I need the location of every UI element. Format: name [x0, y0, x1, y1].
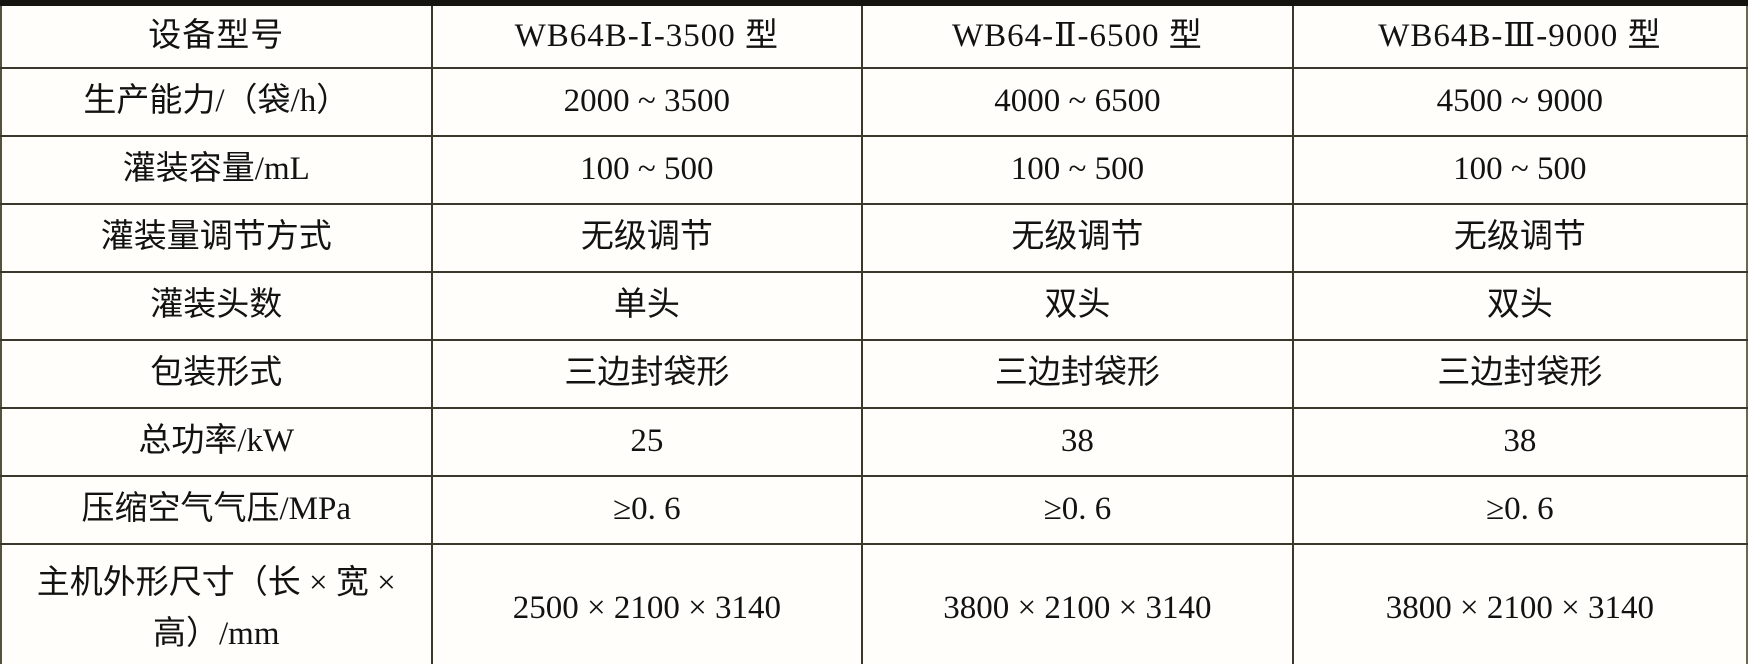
value-cell: 双头 [861, 271, 1294, 341]
value-cell: 2000 ~ 3500 [430, 67, 864, 137]
value-cell: 38 [861, 407, 1294, 477]
table-row-air-pressure: 压缩空气气压/MPa ≥0. 6 ≥0. 6 ≥0. 6 [0, 475, 1748, 545]
corner-header-device-model: 设备型号 [0, 0, 433, 69]
table-row-filling-heads: 灌装头数 单头 双头 双头 [0, 271, 1748, 341]
value-cell: 100 ~ 500 [861, 135, 1294, 205]
value-cell: 无级调节 [430, 203, 864, 273]
row-label: 包装形式 [0, 339, 433, 409]
value-cell: 4500 ~ 9000 [1291, 67, 1748, 137]
table-row-package-form: 包装形式 三边封袋形 三边封袋形 三边封袋形 [0, 339, 1748, 409]
value-cell: 25 [430, 407, 864, 477]
value-cell: 三边封袋形 [861, 339, 1294, 409]
value-cell: 无级调节 [861, 203, 1294, 273]
value-cell: 三边封袋形 [430, 339, 864, 409]
value-cell: 3800 × 2100 × 3140 [861, 543, 1294, 664]
table-row-total-power: 总功率/kW 25 38 38 [0, 407, 1748, 477]
row-label: 灌装量调节方式 [0, 203, 433, 273]
row-label: 生产能力/（袋/h） [0, 67, 433, 137]
table-header-row: 设备型号 WB64B-Ⅰ-3500 型 WB64-Ⅱ-6500 型 WB64B-… [0, 0, 1748, 69]
value-cell: 三边封袋形 [1291, 339, 1748, 409]
row-label: 总功率/kW [0, 407, 433, 477]
row-label: 主机外形尺寸（长 × 宽 × 高）/mm [0, 543, 433, 664]
row-label: 灌装容量/mL [0, 135, 433, 205]
column-header-model-1: WB64B-Ⅰ-3500 型 [430, 0, 864, 69]
value-cell: ≥0. 6 [1291, 475, 1748, 545]
column-header-model-3: WB64B-Ⅲ-9000 型 [1291, 0, 1748, 69]
value-cell: 100 ~ 500 [1291, 135, 1748, 205]
value-cell: 100 ~ 500 [430, 135, 864, 205]
table-row-production-capacity: 生产能力/（袋/h） 2000 ~ 3500 4000 ~ 6500 4500 … [0, 67, 1748, 137]
value-cell: ≥0. 6 [430, 475, 864, 545]
column-header-model-2: WB64-Ⅱ-6500 型 [861, 0, 1294, 69]
value-cell: 无级调节 [1291, 203, 1748, 273]
table-row-filling-volume: 灌装容量/mL 100 ~ 500 100 ~ 500 100 ~ 500 [0, 135, 1748, 205]
value-cell: 单头 [430, 271, 864, 341]
row-label: 压缩空气气压/MPa [0, 475, 433, 545]
value-cell: 双头 [1291, 271, 1748, 341]
value-cell: 3800 × 2100 × 3140 [1291, 543, 1748, 664]
value-cell: 38 [1291, 407, 1748, 477]
value-cell: 4000 ~ 6500 [861, 67, 1294, 137]
table-row-filling-adjustment: 灌装量调节方式 无级调节 无级调节 无级调节 [0, 203, 1748, 273]
row-label: 灌装头数 [0, 271, 433, 341]
value-cell: ≥0. 6 [861, 475, 1294, 545]
value-cell: 2500 × 2100 × 3140 [430, 543, 864, 664]
table-row-machine-dimensions: 主机外形尺寸（长 × 宽 × 高）/mm 2500 × 2100 × 3140 … [0, 543, 1748, 664]
